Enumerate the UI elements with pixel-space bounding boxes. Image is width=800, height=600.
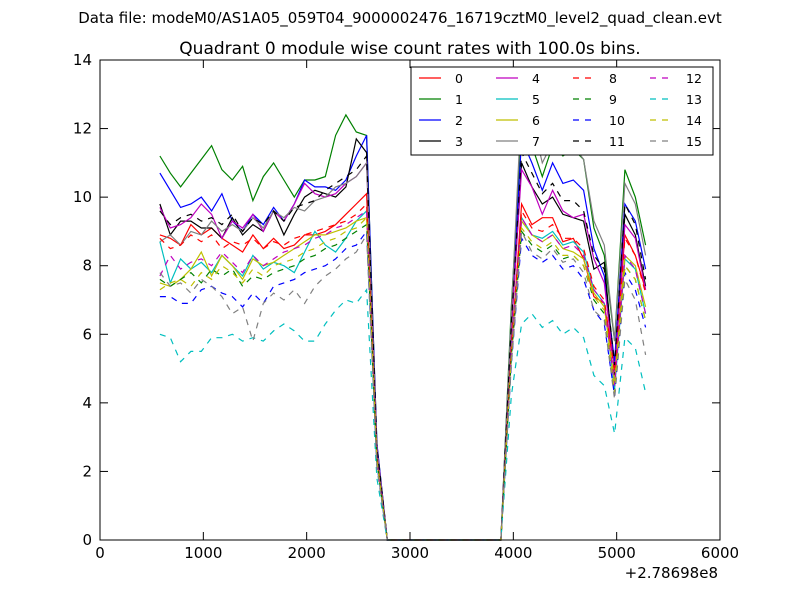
series-line-module-7 [159, 99, 647, 541]
series-line-module-11 [159, 150, 647, 541]
legend-label: 5 [532, 92, 540, 107]
plot-lines [159, 99, 647, 541]
series-line-module-1 [159, 113, 647, 541]
legend-label: 1 [455, 92, 463, 107]
series-line-module-5 [159, 209, 647, 541]
legend-label: 2 [455, 113, 463, 128]
legend-label: 8 [609, 71, 617, 86]
legend-label: 11 [609, 134, 625, 149]
legend-label: 4 [532, 71, 540, 86]
legend-label: 14 [686, 113, 702, 128]
x-tick-label: 4000 [494, 544, 532, 562]
y-tick-label: 2 [82, 462, 92, 480]
x-offset-label: +2.78698e8 [625, 564, 718, 582]
x-tick-label: 3000 [391, 544, 429, 562]
series-line-module-3 [159, 137, 647, 541]
x-tick-label: 6000 [701, 544, 739, 562]
series-line-module-13 [159, 288, 647, 541]
x-tick-label: 2000 [288, 544, 326, 562]
y-tick-label: 14 [73, 51, 92, 69]
series-line-module-10 [159, 229, 647, 541]
legend-label: 6 [532, 113, 540, 128]
series-line-module-9 [159, 223, 647, 541]
legend-label: 15 [686, 134, 702, 149]
series-line-module-0 [159, 192, 647, 541]
legend-label: 7 [532, 134, 540, 149]
x-tick-label: 1000 [184, 544, 222, 562]
legend-label: 12 [686, 71, 702, 86]
legend-label: 9 [609, 92, 617, 107]
legend-label: 0 [455, 71, 463, 86]
chart-title: Quadrant 0 module wise count rates with … [179, 39, 640, 59]
y-tick-label: 4 [82, 394, 92, 412]
figure-suptitle: Data file: modeM0/AS1A05_059T04_90000024… [78, 9, 722, 28]
y-tick-label: 10 [73, 188, 92, 206]
legend-box [410, 66, 714, 156]
series-line-module-15 [159, 229, 647, 541]
y-tick-label: 0 [82, 531, 92, 549]
y-tick-label: 6 [82, 325, 92, 343]
y-tick-label: 12 [73, 120, 92, 138]
x-tick-label: 5000 [598, 544, 636, 562]
legend-label: 3 [455, 134, 463, 149]
legend-label: 10 [609, 113, 625, 128]
series-line-module-2 [159, 135, 647, 541]
series-line-module-12 [159, 209, 647, 541]
legend-label: 13 [686, 92, 702, 107]
y-tick-label: 8 [82, 257, 92, 275]
series-line-module-14 [159, 216, 647, 541]
x-tick-label: 0 [95, 544, 105, 562]
series-line-module-8 [159, 202, 647, 541]
